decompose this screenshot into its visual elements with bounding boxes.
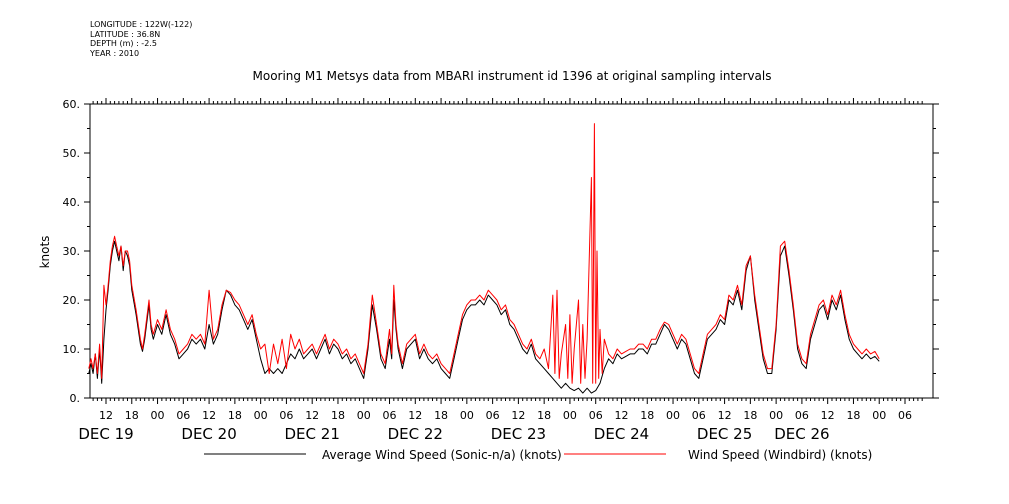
x-hour-label: 00 bbox=[666, 409, 680, 422]
x-hour-label: 06 bbox=[279, 409, 293, 422]
y-tick-label: 30. bbox=[63, 245, 81, 258]
depth-label: DEPTH (m) : -2.5 bbox=[90, 39, 157, 48]
x-hour-label: 00 bbox=[357, 409, 371, 422]
x-hour-label: 06 bbox=[383, 409, 397, 422]
legend-label-average: Average Wind Speed (Sonic-n/a) (knots) bbox=[322, 448, 562, 462]
x-hour-label: 18 bbox=[743, 409, 757, 422]
y-tick-label: 60. bbox=[63, 98, 81, 111]
x-hour-label: 12 bbox=[305, 409, 319, 422]
x-hour-label: 18 bbox=[537, 409, 551, 422]
x-hour-label: 12 bbox=[614, 409, 628, 422]
y-tick-label: 40. bbox=[63, 196, 81, 209]
series-average-wind-speed bbox=[88, 240, 880, 394]
series-windbird-wind-speed bbox=[88, 123, 880, 384]
x-hour-label: 18 bbox=[434, 409, 448, 422]
x-day-label: DEC 24 bbox=[594, 425, 649, 443]
x-hour-label: 00 bbox=[254, 409, 268, 422]
x-day-label: DEC 26 bbox=[774, 425, 829, 443]
year-label: YEAR : 2010 bbox=[90, 48, 140, 58]
longitude-label: LONGITUDE : 122W(-122) bbox=[90, 20, 193, 29]
x-hour-label: 18 bbox=[331, 409, 345, 422]
y-tick-label: 50. bbox=[63, 147, 81, 160]
x-hour-label: 12 bbox=[99, 409, 113, 422]
x-hour-label: 18 bbox=[228, 409, 242, 422]
x-hour-label: 06 bbox=[898, 409, 912, 422]
x-hour-label: 18 bbox=[640, 409, 654, 422]
x-hour-label: 12 bbox=[718, 409, 732, 422]
legend: Average Wind Speed (Sonic-n/a) (knots) W… bbox=[204, 448, 872, 462]
latitude-label: LATITUDE : 36.8N bbox=[90, 29, 161, 39]
y-tick-label: 10. bbox=[63, 343, 81, 356]
station-metadata: LONGITUDE : 122W(-122) LATITUDE : 36.8N … bbox=[90, 20, 192, 58]
x-hour-label: 12 bbox=[821, 409, 835, 422]
legend-label-windbird: Wind Speed (Windbird) (knots) bbox=[688, 448, 872, 462]
x-hour-label: 00 bbox=[769, 409, 783, 422]
x-hour-label: 00 bbox=[563, 409, 577, 422]
x-day-label: DEC 21 bbox=[285, 425, 340, 443]
x-hour-label: 06 bbox=[692, 409, 706, 422]
x-hour-label: 00 bbox=[151, 409, 165, 422]
chart-title: Mooring M1 Metsys data from MBARI instru… bbox=[253, 69, 772, 83]
x-day-label: DEC 20 bbox=[181, 425, 236, 443]
x-hour-label: 12 bbox=[202, 409, 216, 422]
x-day-label: DEC 22 bbox=[388, 425, 443, 443]
x-hour-label: 18 bbox=[125, 409, 139, 422]
plot-frame bbox=[89, 103, 934, 399]
y-tick-label: 20. bbox=[63, 294, 81, 307]
x-hour-label: 00 bbox=[872, 409, 886, 422]
x-hour-label: 12 bbox=[511, 409, 525, 422]
x-day-label: DEC 25 bbox=[697, 425, 752, 443]
x-hour-label: 12 bbox=[408, 409, 422, 422]
x-hour-label: 00 bbox=[460, 409, 474, 422]
x-hour-label: 06 bbox=[176, 409, 190, 422]
x-hour-label: 06 bbox=[589, 409, 603, 422]
x-hour-label: 18 bbox=[846, 409, 860, 422]
x-hour-label: 06 bbox=[795, 409, 809, 422]
y-tick-label: 0. bbox=[70, 392, 81, 405]
y-axis-label: knots bbox=[38, 236, 52, 269]
x-hour-label: 06 bbox=[486, 409, 500, 422]
x-day-label: DEC 19 bbox=[78, 425, 133, 443]
x-day-label: DEC 23 bbox=[491, 425, 546, 443]
